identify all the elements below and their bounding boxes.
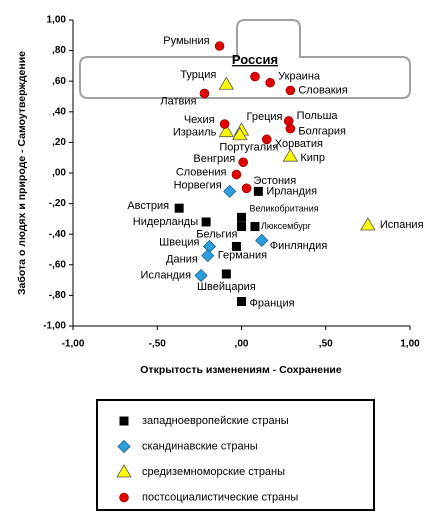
point-label: Украина — [278, 71, 321, 83]
point-label: Австрия — [127, 200, 169, 212]
point — [218, 76, 235, 90]
point — [194, 268, 208, 283]
point-label: Исландия — [141, 269, 192, 281]
x-tick-label: -,50 — [149, 339, 167, 350]
point-label: Бельгия — [196, 228, 237, 240]
point — [360, 217, 376, 231]
x-axis-title: Открытость изменениям - Сохранение — [140, 364, 342, 376]
y-tick-label: -1,00 — [43, 321, 66, 332]
point-label: Кипр — [300, 152, 325, 164]
y-tick-label: -,40 — [49, 229, 67, 240]
point — [285, 123, 296, 134]
legend-marker — [117, 439, 131, 454]
y-tick-label: -,20 — [49, 198, 67, 209]
point-label: Греция — [247, 111, 283, 123]
point-label: Нидерланды — [133, 216, 198, 228]
point — [250, 222, 260, 232]
point — [261, 134, 272, 145]
legend-marker — [116, 464, 132, 478]
legend-label: постсоциалистические страны — [142, 491, 298, 503]
x-tick-label: ,50 — [319, 339, 333, 350]
point — [231, 169, 242, 180]
point — [201, 249, 215, 263]
y-axis-title: Забота о людях и природе - Самоутвержден… — [16, 51, 28, 295]
y-tick-label: ,20 — [52, 137, 66, 148]
point-label: Венгрия — [193, 153, 235, 165]
point-label: Латвия — [160, 95, 196, 107]
point-label: Испания — [380, 219, 424, 231]
point — [199, 88, 210, 99]
point — [265, 77, 275, 88]
point — [219, 119, 230, 129]
point-label: Дания — [166, 254, 198, 266]
point — [214, 41, 225, 51]
point — [218, 123, 235, 138]
point-label: Германия — [218, 249, 267, 261]
point-label: Швейцария — [197, 281, 256, 293]
point — [221, 269, 231, 279]
point — [282, 148, 299, 162]
point-label: Хорватия — [275, 138, 323, 150]
point-label: Словения — [176, 166, 227, 178]
x-tick-label: ,00 — [235, 339, 249, 350]
point-label: Португалия — [219, 142, 278, 154]
y-tick-label: -,80 — [49, 290, 67, 301]
point-label: Люксембург — [261, 221, 312, 231]
point-label: Словакия — [298, 84, 347, 96]
point — [253, 186, 263, 196]
point-label: Великобритания — [250, 204, 319, 214]
point-label: Румыния — [163, 35, 209, 47]
point — [223, 184, 237, 198]
point-label: Болгария — [298, 126, 346, 138]
point — [285, 85, 296, 96]
y-tick-label: ,60 — [52, 76, 66, 87]
x-tick-label: 1,00 — [400, 339, 420, 350]
point-label: Турция — [180, 69, 216, 81]
point — [174, 203, 184, 213]
point — [232, 126, 248, 141]
point — [237, 297, 246, 307]
point-label: Финляндия — [270, 240, 328, 252]
point-label: Россия — [232, 52, 278, 67]
legend-box — [96, 399, 375, 511]
point — [231, 241, 241, 251]
point — [241, 183, 252, 194]
legend-label: средиземноморские страны — [142, 466, 285, 478]
point-label: Эстония — [254, 175, 297, 187]
point — [202, 239, 217, 254]
point — [250, 71, 260, 82]
point — [237, 222, 246, 232]
point-label: Израиль — [173, 127, 217, 139]
point-label: Франция — [250, 297, 295, 309]
point-label: Швеция — [159, 236, 199, 248]
y-tick-label: ,00 — [52, 168, 66, 179]
y-tick-label: 1,00 — [47, 15, 67, 26]
point-label: Польша — [297, 110, 339, 122]
point — [201, 217, 211, 227]
y-tick-label: -,60 — [49, 259, 67, 270]
y-tick-label: ,40 — [52, 106, 66, 117]
point-label: Чехия — [184, 114, 215, 126]
point — [238, 157, 248, 168]
point — [255, 233, 269, 247]
legend-label: скандинавские страны — [142, 440, 258, 452]
legend-marker — [119, 492, 129, 503]
point — [237, 212, 246, 222]
legend-marker — [119, 416, 129, 426]
point-label: Ирландия — [266, 185, 317, 197]
x-tick-label: -1,00 — [62, 339, 85, 350]
legend-label: западноевропейские страны — [142, 415, 289, 427]
point-label: Норвегия — [174, 179, 222, 191]
region-outline — [79, 19, 411, 99]
y-tick-label: ,80 — [52, 45, 66, 56]
